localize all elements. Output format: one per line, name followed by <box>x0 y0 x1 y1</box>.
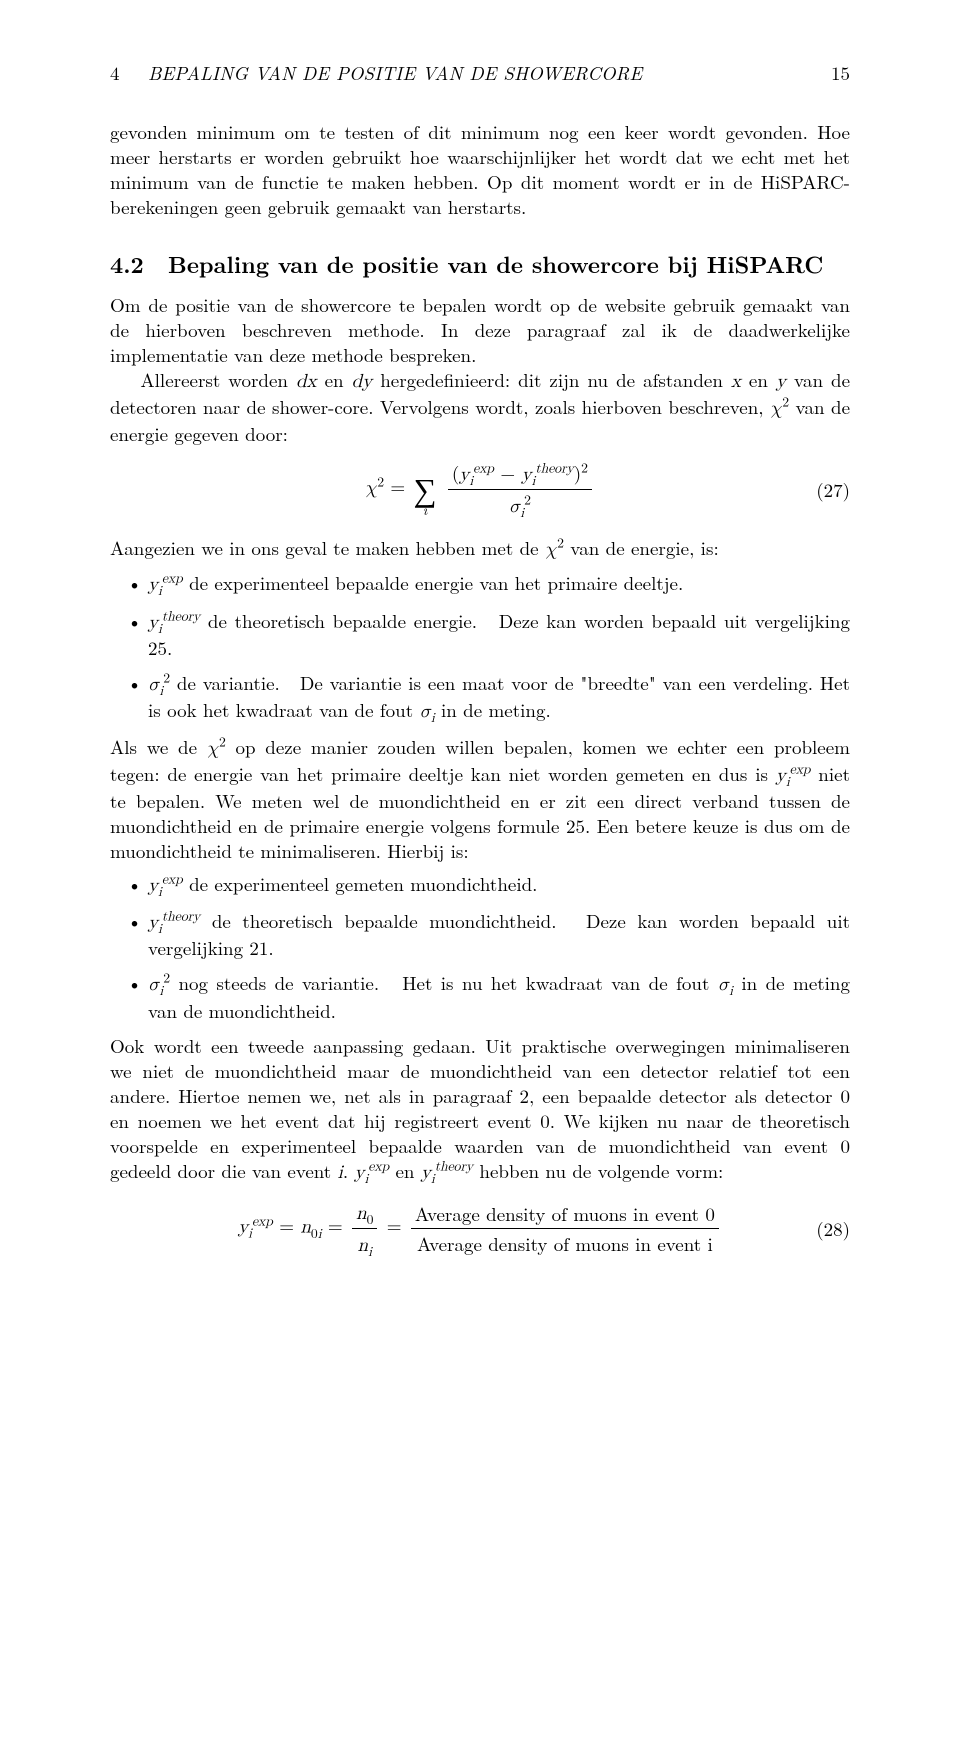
list-item: yiexp de experimenteel gemeten muondicht… <box>110 871 850 898</box>
list-item: yitheory de theoretisch bepaalde energie… <box>110 608 850 660</box>
body-paragraph: Ook wordt een tweede aanpassing gedaan. … <box>110 1033 850 1185</box>
list-item: σi2 nog steeds de variantie. Het is nu h… <box>110 970 850 1022</box>
body-paragraph: Als we de χ2 op deze manier zouden wille… <box>110 734 850 863</box>
page-number: 15 <box>831 60 850 85</box>
bullet-list: yiexp de experimenteel bepaalde energie … <box>110 570 850 723</box>
bullet-list: yiexp de experimenteel gemeten muondicht… <box>110 871 850 1022</box>
running-header: 4 BEPALING VAN DE POSITIE VAN DE SHOWERC… <box>110 60 850 85</box>
equation-27: χ2 = ∑i (yiexp − yitheory)2 σi2 (27) <box>110 460 850 519</box>
body-paragraph: gevonden minimum om te testen of dit min… <box>110 119 850 219</box>
equation-28: yiexp = n0i = n0 ni = Average density of… <box>110 1199 850 1258</box>
section-number: 4.2 <box>110 249 168 279</box>
body-paragraph: Aangezien we in ons geval te maken hebbe… <box>110 535 850 562</box>
body-paragraph: Allereerst worden dx en dy hergedefiniee… <box>110 367 850 446</box>
equation-number: (27) <box>816 477 850 502</box>
list-item: yiexp de experimenteel bepaalde energie … <box>110 570 850 597</box>
section-title: Bepaling van de positie van de showercor… <box>168 249 850 279</box>
equation-number: (28) <box>816 1216 850 1241</box>
list-item: σi2 de variantie. De variantie is een ma… <box>110 670 850 724</box>
body-paragraph: Om de positie van de showercore te bepal… <box>110 292 850 367</box>
header-left: 4 BEPALING VAN DE POSITIE VAN DE SHOWERC… <box>110 60 642 85</box>
section-heading: 4.2 Bepaling van de positie van de showe… <box>110 249 850 279</box>
list-item: yitheory de theoretisch bepaalde muondic… <box>110 908 850 960</box>
